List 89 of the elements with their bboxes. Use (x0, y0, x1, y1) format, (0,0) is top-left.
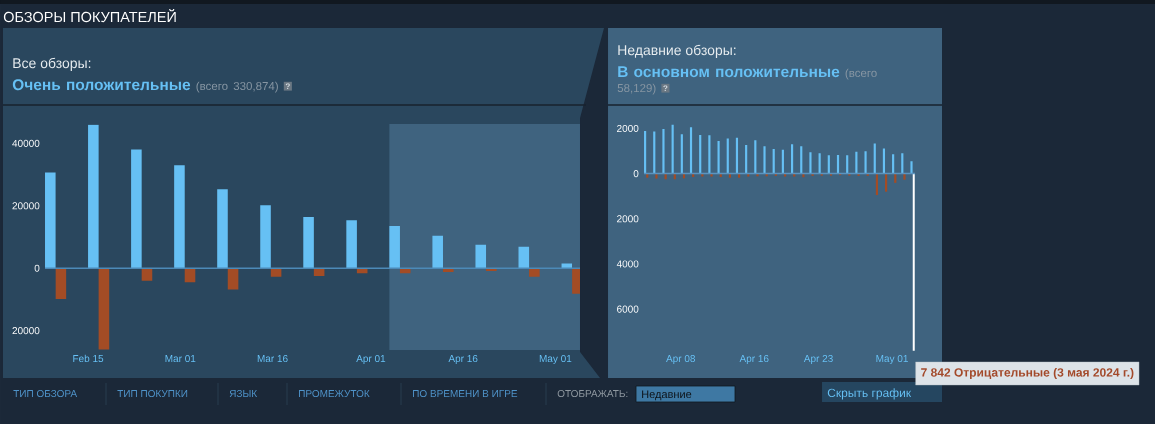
text: (всего (845, 68, 877, 80)
bar (141, 268, 153, 281)
bar (260, 205, 271, 269)
x-tick-label: Mar 01 (165, 355, 196, 363)
bar (818, 153, 821, 174)
text: ОТОБРАЖАТЬ: (557, 390, 628, 398)
y-tick-label: 2000 (617, 215, 639, 223)
y-tick-label: 0 (633, 170, 639, 178)
bar (827, 155, 830, 174)
bar (680, 134, 683, 174)
text: ПО ВРЕМЕНИ В ИГРЕ (413, 390, 518, 398)
y-tick-label: 2000 (617, 124, 639, 132)
bar (756, 173, 759, 177)
bar (846, 155, 849, 174)
bar (45, 172, 56, 269)
x-tick-label: Apr 16 (739, 355, 769, 365)
bar (800, 146, 803, 174)
annotation: 7 842 Отрицательные (3 мая 2024 г.) (921, 367, 1134, 380)
bar (653, 131, 656, 174)
bar (836, 154, 840, 174)
bar (809, 152, 812, 174)
x-tick-label: Mar 16 (257, 355, 288, 363)
bar (131, 149, 142, 269)
x-tick-label: Apr 23 (803, 355, 833, 365)
bar (303, 217, 314, 269)
bar (745, 144, 748, 174)
bar (735, 137, 739, 174)
text: ПРОМЕЖУТОК (299, 390, 370, 398)
bar (217, 189, 228, 269)
y-tick-label: 40000 (12, 139, 40, 147)
y-tick-label: 20000 (12, 202, 40, 210)
bar (432, 235, 443, 269)
bar (710, 173, 713, 177)
chart-subtitle: Очень положительные (12, 79, 191, 91)
x-tick-label: Feb 15 (73, 354, 104, 363)
text: ТИП ОБЗОРА (13, 390, 78, 398)
bar (699, 135, 702, 174)
bar (910, 161, 913, 174)
bar (389, 226, 400, 269)
bar (88, 124, 99, 269)
bar (885, 173, 888, 192)
bar (754, 140, 757, 174)
x-tick-label: May 01 (539, 355, 572, 365)
text: ТИП ПОКУПКИ (117, 390, 188, 398)
bar (671, 124, 674, 174)
text: ? (285, 83, 290, 89)
text: 58,129) (617, 83, 656, 95)
chart-subtitle: В основном положительные (618, 66, 840, 78)
text: ? (663, 85, 668, 91)
bar (475, 244, 487, 269)
text: Недавние (642, 390, 692, 401)
bar (894, 173, 897, 183)
bar (802, 173, 805, 178)
bar (98, 268, 110, 350)
bar (903, 173, 906, 180)
bar (783, 173, 787, 177)
y-tick-label: 6000 (617, 305, 639, 313)
bar (864, 151, 867, 174)
chart-title: Все обзоры: (13, 57, 91, 71)
x-tick-label: Apr 08 (666, 355, 696, 365)
bar (346, 220, 357, 269)
bar (912, 173, 915, 351)
bar (662, 128, 665, 174)
text: (всего 330,874) (196, 81, 278, 93)
bar (901, 153, 904, 174)
bar (655, 173, 658, 179)
bar (892, 154, 895, 174)
bar (689, 127, 693, 174)
text: ЯЗЫК (229, 390, 258, 398)
bar (174, 165, 185, 269)
text: Скрыть график (827, 388, 912, 400)
bar (747, 173, 750, 177)
bar (55, 268, 67, 300)
bar (708, 135, 711, 174)
bar (763, 146, 766, 174)
x-tick-label: Apr 16 (448, 355, 478, 365)
bar (875, 173, 878, 196)
chart-title: Недавние обзоры: (618, 44, 736, 58)
text: ОБЗОРЫ ПОКУПАТЕЛЕЙ (3, 8, 176, 23)
bar (790, 144, 794, 174)
x-tick-label: Apr 01 (356, 355, 386, 365)
y-tick-label: 4000 (616, 260, 639, 268)
bar (772, 149, 775, 174)
bar (793, 173, 796, 177)
y-tick-label: 20000 (12, 327, 40, 335)
bar (717, 140, 720, 174)
bar (701, 173, 704, 177)
x-tick-label: May 01 (876, 355, 908, 365)
y-tick-label: 0 (34, 264, 40, 272)
